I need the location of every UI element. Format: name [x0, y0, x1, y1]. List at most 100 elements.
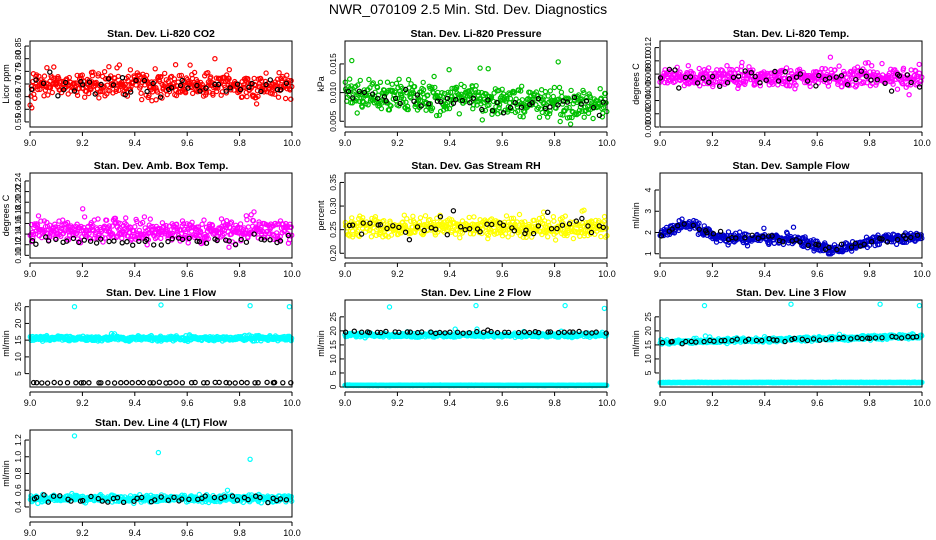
- data-point: [517, 113, 523, 120]
- data-point: [479, 117, 485, 123]
- data-point: [215, 81, 222, 88]
- data-point: [489, 107, 496, 114]
- data-point: [752, 73, 758, 80]
- data-point: [106, 223, 113, 229]
- y-axis-label: degrees C: [1, 194, 11, 236]
- data-point: [545, 93, 551, 99]
- data-point: [275, 94, 282, 100]
- data-point: [150, 223, 156, 230]
- data-point: [505, 234, 511, 240]
- y-tick-label: 0.65: [13, 88, 23, 105]
- chart-title: Stan. Dev. Li-820 Temp.: [733, 28, 849, 40]
- y-tick-label: 10: [13, 352, 23, 362]
- data-point: [863, 73, 870, 79]
- x-axis: 9.0 9.2 9.4 9.6 9.8 10.0: [24, 391, 301, 408]
- data-point: [374, 84, 381, 91]
- y-tick-label: 2: [643, 230, 653, 235]
- data-point: [429, 105, 436, 111]
- x-tick-label: 9.2: [76, 138, 89, 148]
- data-point: [369, 91, 376, 97]
- data-point: [158, 242, 164, 248]
- y-tick-label: 0.010: [643, 50, 653, 72]
- data-point: [893, 241, 900, 247]
- data-point: [819, 65, 825, 72]
- y-tick-label: 3: [643, 209, 653, 214]
- data-point: [907, 82, 914, 88]
- y-tick-label: 0.75: [13, 63, 23, 80]
- data-point: [864, 79, 870, 86]
- x-tick-label: 9.2: [706, 138, 719, 148]
- data-point: [116, 87, 122, 94]
- data-point: [237, 86, 244, 93]
- data-point: [529, 99, 535, 106]
- data-point: [243, 239, 250, 245]
- series-selected: [30, 379, 294, 386]
- data-point: [276, 69, 282, 76]
- data-point: [129, 242, 136, 248]
- data-point: [687, 74, 694, 80]
- data-point: [833, 74, 840, 80]
- data-point: [577, 104, 584, 110]
- data-point: [74, 230, 80, 236]
- data-point: [92, 91, 98, 97]
- data-point: [400, 99, 406, 105]
- x-tick-label: 9.4: [129, 269, 142, 279]
- data-point: [194, 82, 200, 89]
- x-tick-label: 9.0: [654, 138, 667, 148]
- data-point: [822, 66, 829, 72]
- data-point: [389, 81, 395, 87]
- points-layer: [342, 207, 610, 243]
- data-point: [904, 72, 911, 78]
- data-point: [179, 380, 185, 386]
- data-point: [804, 78, 811, 84]
- data-point: [33, 241, 39, 247]
- x-axis: 9.0 9.2 9.4 9.6 9.8 10.0: [339, 131, 616, 148]
- data-point: [51, 379, 57, 386]
- data-point: [542, 88, 549, 95]
- y-axis: 0.100.120.140.160.180.200.220.24: [13, 172, 29, 264]
- data-point: [191, 69, 198, 76]
- plot-frame: [344, 40, 608, 128]
- data-point: [456, 111, 462, 117]
- data-point: [127, 86, 134, 93]
- data-point: [676, 85, 682, 91]
- data-point: [375, 92, 382, 98]
- data-point: [146, 92, 152, 99]
- data-point: [208, 74, 214, 80]
- data-point: [420, 79, 426, 86]
- data-point: [567, 121, 574, 127]
- data-point: [456, 92, 462, 98]
- data-point: [518, 104, 525, 110]
- data-point: [357, 77, 363, 84]
- data-point: [677, 69, 683, 75]
- data-point: [132, 223, 138, 230]
- data-point: [473, 82, 479, 89]
- data-point: [601, 213, 608, 220]
- y-tick-label: 1: [643, 251, 653, 256]
- data-point: [896, 73, 903, 79]
- data-point: [275, 80, 281, 86]
- data-point: [347, 76, 353, 82]
- series-selected: [28, 69, 290, 100]
- data-point: [164, 227, 170, 233]
- series-all-outliers: [386, 302, 608, 312]
- data-point: [672, 67, 678, 73]
- data-point: [682, 74, 689, 81]
- x-tick-label: 9.8: [548, 398, 561, 408]
- data-point: [141, 77, 148, 84]
- data-point: [51, 64, 57, 70]
- data-point: [551, 84, 558, 91]
- data-point: [179, 218, 186, 224]
- x-tick-label: 9.6: [496, 269, 509, 279]
- x-tick-label: 9.4: [444, 398, 457, 408]
- data-point: [86, 230, 92, 237]
- data-point: [185, 240, 191, 246]
- y-tick-label: 5: [13, 371, 23, 376]
- data-point: [205, 69, 211, 76]
- data-point: [361, 89, 368, 96]
- data-point: [232, 380, 238, 386]
- data-point: [411, 98, 417, 105]
- y-axis-label: kPa: [316, 76, 326, 92]
- data-point: [598, 233, 604, 240]
- x-tick-label: 10.0: [283, 269, 301, 279]
